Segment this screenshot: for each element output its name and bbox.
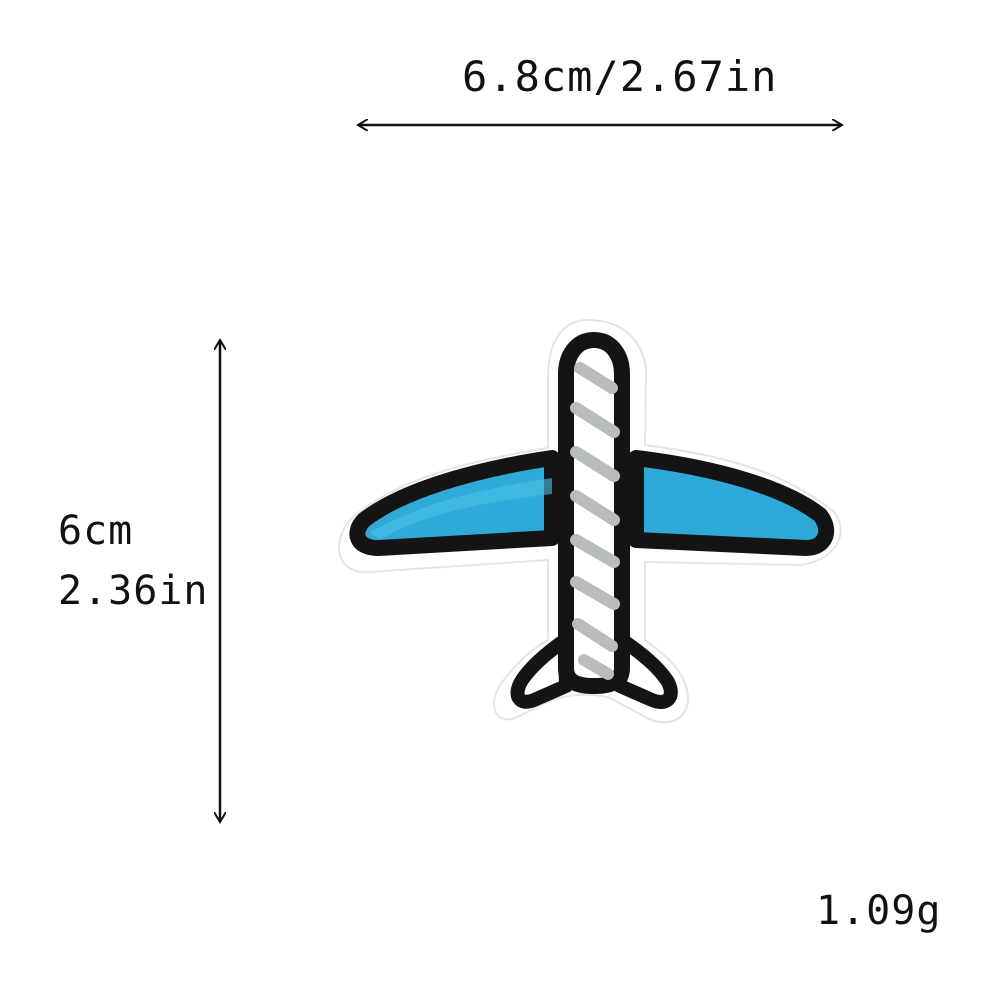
width-dimension-label: 6.8cm/2.67in xyxy=(462,52,778,101)
weight-label: 1.09g xyxy=(816,888,942,934)
fuselage-stripes xyxy=(570,362,620,680)
airplane-wings xyxy=(349,450,835,556)
airplane-fuselage xyxy=(558,332,630,694)
height-dimension-in-label: 2.36in xyxy=(58,568,209,614)
height-dimension-cm-label: 6cm xyxy=(58,508,134,554)
airplane-tail xyxy=(510,633,678,709)
